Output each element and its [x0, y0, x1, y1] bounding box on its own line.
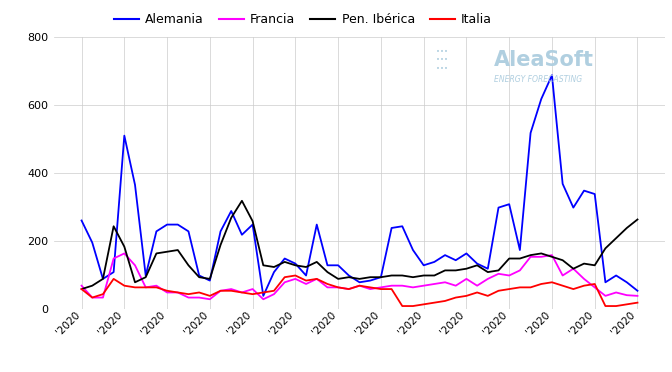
Italia [462, 294, 470, 298]
Alemania [634, 289, 642, 293]
Francia [430, 282, 438, 286]
Pen. Ibérica [516, 256, 524, 261]
Alemania [441, 253, 449, 257]
Italia [292, 273, 300, 278]
Pen. Ibérica [419, 273, 427, 278]
Pen. Ibérica [409, 275, 417, 279]
Francia [452, 283, 460, 288]
Pen. Ibérica [580, 262, 588, 266]
Italia [419, 302, 427, 307]
Italia [634, 301, 642, 305]
Italia [452, 295, 460, 300]
Francia [462, 277, 470, 281]
Francia [206, 297, 214, 301]
Line: Francia: Francia [81, 253, 638, 299]
Pen. Ibérica [238, 199, 246, 203]
Alemania [516, 248, 524, 252]
Francia [249, 287, 257, 291]
Line: Alemania: Alemania [81, 75, 638, 296]
Text: AleaSoft: AleaSoft [494, 50, 594, 70]
Text: ENERGY FORECASTING: ENERGY FORECASTING [494, 75, 582, 84]
Francia [634, 294, 642, 298]
Francia [77, 283, 85, 288]
Italia [430, 301, 438, 305]
Pen. Ibérica [441, 268, 449, 273]
Alemania [419, 263, 427, 267]
Francia [419, 283, 427, 288]
Alemania [259, 294, 267, 298]
Pen. Ibérica [227, 215, 235, 220]
Italia [527, 285, 535, 290]
Pen. Ibérica [634, 217, 642, 222]
Line: Pen. Ibérica: Pen. Ibérica [81, 201, 638, 289]
Alemania [77, 218, 85, 223]
Italia [77, 287, 85, 291]
Alemania [548, 73, 556, 77]
Italia [398, 304, 407, 308]
Italia [227, 289, 235, 293]
Pen. Ibérica [77, 287, 85, 291]
Alemania [409, 248, 417, 252]
Francia [120, 251, 128, 256]
Legend: Alemania, Francia, Pen. Ibérica, Italia: Alemania, Francia, Pen. Ibérica, Italia [109, 8, 497, 31]
Text: •••
•••
•••: ••• ••• ••• [436, 49, 448, 72]
Alemania [452, 258, 460, 263]
Francia [527, 254, 535, 259]
Line: Italia: Italia [81, 276, 638, 306]
Alemania [227, 209, 235, 213]
